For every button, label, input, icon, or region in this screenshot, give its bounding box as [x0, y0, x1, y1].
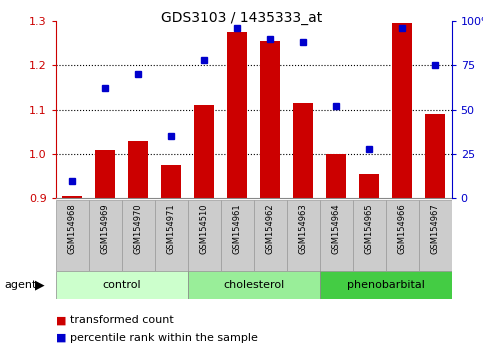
Bar — [254, 200, 286, 271]
Bar — [320, 200, 353, 271]
Bar — [88, 200, 122, 271]
Text: transformed count: transformed count — [70, 315, 174, 325]
Text: ■: ■ — [56, 315, 66, 325]
Bar — [194, 105, 214, 198]
Text: control: control — [102, 280, 141, 290]
Bar — [320, 271, 452, 299]
Bar — [353, 200, 385, 271]
Bar — [359, 174, 379, 198]
Text: GSM154964: GSM154964 — [332, 204, 341, 254]
Bar — [187, 200, 221, 271]
Text: GSM154510: GSM154510 — [199, 204, 209, 254]
Text: GSM154965: GSM154965 — [365, 204, 373, 254]
Bar — [326, 154, 346, 198]
Bar — [260, 41, 280, 198]
Text: GSM154963: GSM154963 — [298, 204, 308, 254]
Bar — [227, 32, 247, 198]
Bar — [385, 200, 419, 271]
Bar — [221, 200, 254, 271]
Text: ■: ■ — [56, 333, 66, 343]
Bar — [286, 200, 320, 271]
Bar — [419, 200, 452, 271]
Bar — [95, 149, 115, 198]
Bar — [187, 271, 320, 299]
Bar — [62, 196, 82, 198]
Bar — [128, 141, 148, 198]
Text: ▶: ▶ — [35, 279, 45, 291]
Bar — [122, 200, 155, 271]
Text: GSM154967: GSM154967 — [431, 204, 440, 254]
Text: agent: agent — [5, 280, 37, 290]
Text: percentile rank within the sample: percentile rank within the sample — [70, 333, 258, 343]
Bar — [56, 200, 88, 271]
Text: GDS3103 / 1435333_at: GDS3103 / 1435333_at — [161, 11, 322, 25]
Text: GSM154962: GSM154962 — [266, 204, 274, 254]
Text: GSM154968: GSM154968 — [68, 204, 76, 254]
Bar — [293, 103, 313, 198]
Text: GSM154970: GSM154970 — [134, 204, 142, 254]
Text: GSM154969: GSM154969 — [100, 204, 110, 254]
Bar — [425, 114, 445, 198]
Bar — [155, 200, 187, 271]
Text: GSM154971: GSM154971 — [167, 204, 175, 254]
Bar — [392, 23, 412, 198]
Text: phenobarbital: phenobarbital — [347, 280, 425, 290]
Bar — [161, 165, 181, 198]
Text: GSM154966: GSM154966 — [398, 204, 407, 254]
Text: GSM154961: GSM154961 — [233, 204, 242, 254]
Bar — [56, 271, 187, 299]
Text: cholesterol: cholesterol — [223, 280, 284, 290]
